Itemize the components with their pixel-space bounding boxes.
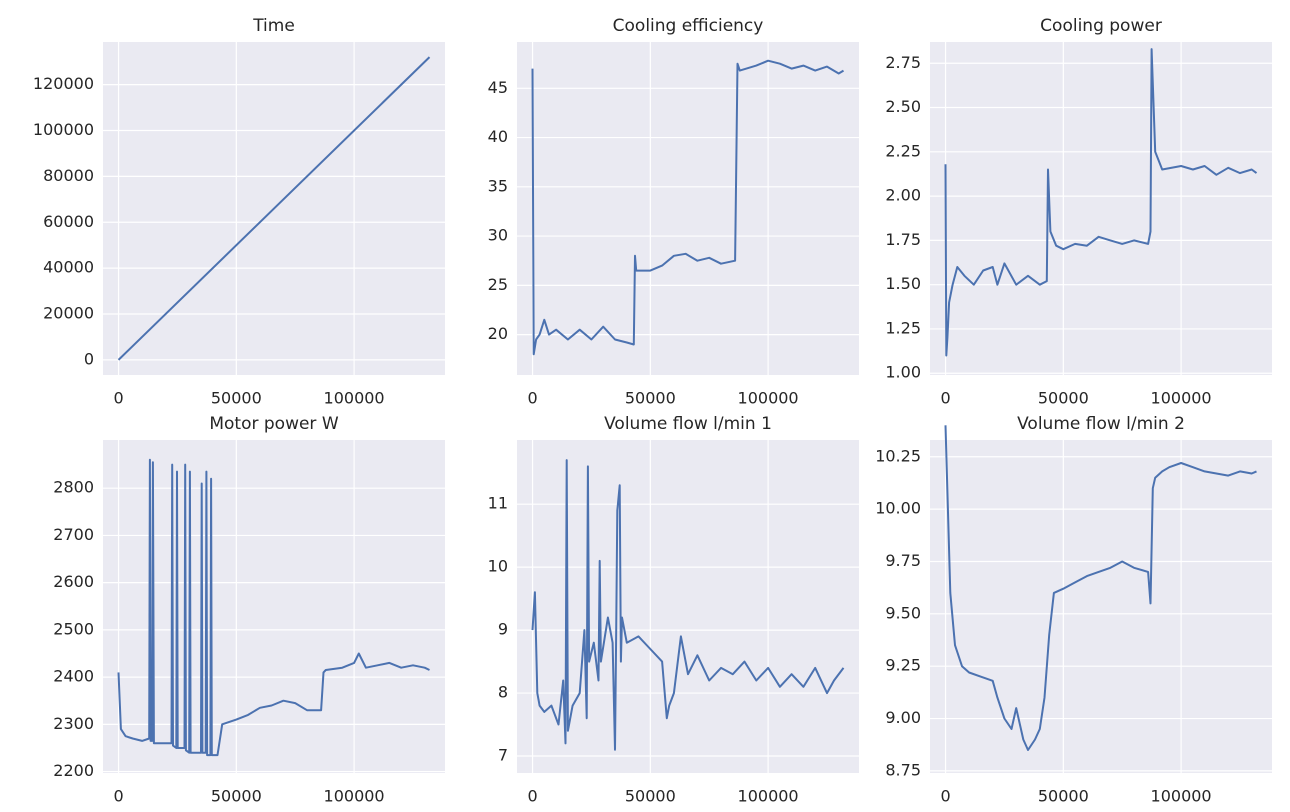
y-tick-label: 40000 <box>43 258 94 277</box>
y-tick-label: 0 <box>84 349 94 368</box>
y-tick-label: 2200 <box>53 761 94 780</box>
y-tick-label: 40 <box>488 127 508 146</box>
y-tick-label: 9 <box>498 620 508 639</box>
y-tick-label: 2300 <box>53 714 94 733</box>
subplot: 8.75 9.00 9.25 9.50 9.75 10.00 10.25 0 50000 1000… <box>875 414 1272 806</box>
x-tick-label: 100000 <box>324 787 385 806</box>
x-tick-label: 0 <box>940 787 950 806</box>
y-tick-label: 10.00 <box>875 499 921 518</box>
x-tick-label: 0 <box>527 787 537 806</box>
data-line <box>531 59 845 356</box>
plot-area <box>103 440 445 773</box>
y-tick-label: 1.75 <box>885 230 921 249</box>
y-tick-label: 25 <box>488 275 508 294</box>
x-tick-label: 0 <box>940 389 950 408</box>
y-tick-label: 2400 <box>53 667 94 686</box>
y-tick-label: 1.25 <box>885 318 921 337</box>
data-line <box>531 459 845 751</box>
y-tick-label: 8.75 <box>885 760 921 779</box>
subplot-title: Volume flow l/min 1 <box>604 414 772 434</box>
y-tick-label: 2.25 <box>885 141 921 160</box>
y-tick-label: 2.00 <box>885 186 921 205</box>
x-tick-label: 100000 <box>1151 787 1212 806</box>
y-tick-label: 2700 <box>53 525 94 544</box>
y-tick-label: 10 <box>488 557 508 576</box>
subplot: 1.00 1.25 1.50 1.75 2.00 2.25 2.50 2.75 0 50000 10… <box>885 16 1272 408</box>
y-tick-label: 9.50 <box>885 603 921 622</box>
y-tick-label: 10.25 <box>875 446 921 465</box>
x-tick-label: 50000 <box>625 389 676 408</box>
y-tick-label: 60000 <box>43 212 94 231</box>
y-tick-label: 20 <box>488 324 508 343</box>
y-tick-label: 9.00 <box>885 708 921 727</box>
plot-area <box>930 42 1272 375</box>
y-tick-label: 2600 <box>53 572 94 591</box>
y-tick-label: 9.75 <box>885 551 921 570</box>
data-line <box>944 48 1258 357</box>
x-tick-label: 50000 <box>1038 787 1089 806</box>
y-tick-label: 1.00 <box>885 363 921 382</box>
y-tick-label: 80000 <box>43 166 94 185</box>
plot-area <box>517 42 859 375</box>
y-tick-label: 2.50 <box>885 97 921 116</box>
y-tick-label: 20000 <box>43 303 94 322</box>
y-tick-label: 11 <box>488 494 508 513</box>
y-tick-label: 2.75 <box>885 53 921 72</box>
subplot: 20 25 30 35 40 45 0 50000 100000 Cooling efficien… <box>488 16 859 408</box>
x-tick-label: 50000 <box>1038 389 1089 408</box>
plot-area <box>930 440 1272 773</box>
x-tick-label: 50000 <box>625 787 676 806</box>
data-line <box>117 458 430 757</box>
y-tick-label: 2500 <box>53 619 94 638</box>
plot-area <box>517 440 859 773</box>
y-tick-label: 30 <box>488 226 508 245</box>
x-tick-label: 50000 <box>211 389 262 408</box>
x-tick-label: 0 <box>527 389 537 408</box>
y-tick-label: 1.50 <box>885 274 921 293</box>
y-tick-label: 8 <box>498 683 508 702</box>
x-tick-label: 0 <box>113 389 123 408</box>
y-tick-label: 45 <box>488 78 508 97</box>
x-tick-label: 100000 <box>324 389 385 408</box>
x-tick-label: 100000 <box>1151 389 1212 408</box>
x-tick-label: 50000 <box>211 787 262 806</box>
subplot-title: Motor power W <box>209 414 338 434</box>
x-tick-label: 0 <box>113 787 123 806</box>
y-tick-label: 100000 <box>33 120 94 139</box>
data-line <box>117 56 431 361</box>
subplot: 2200 2300 2400 2500 2600 2700 2800 0 50000 100000… <box>53 414 445 806</box>
subplot-title: Time <box>252 16 295 36</box>
y-tick-label: 120000 <box>33 74 94 93</box>
y-tick-label: 2800 <box>53 478 94 497</box>
subplot: 7 8 9 10 11 0 50000 100000 Volume flow l/min 1 <box>488 414 859 806</box>
x-tick-label: 100000 <box>738 389 799 408</box>
subplot: 0 20000 40000 60000 80000 100000 120000 0 50000 1… <box>33 16 445 408</box>
data-line <box>944 425 1257 751</box>
subplot-title: Cooling efficiency <box>613 16 764 36</box>
y-tick-label: 35 <box>488 176 508 195</box>
y-tick-label: 7 <box>498 746 508 765</box>
x-tick-label: 100000 <box>738 787 799 806</box>
subplot-title: Cooling power <box>1040 16 1162 36</box>
y-tick-label: 9.25 <box>885 656 921 675</box>
subplot-title: Volume flow l/min 2 <box>1017 414 1185 434</box>
